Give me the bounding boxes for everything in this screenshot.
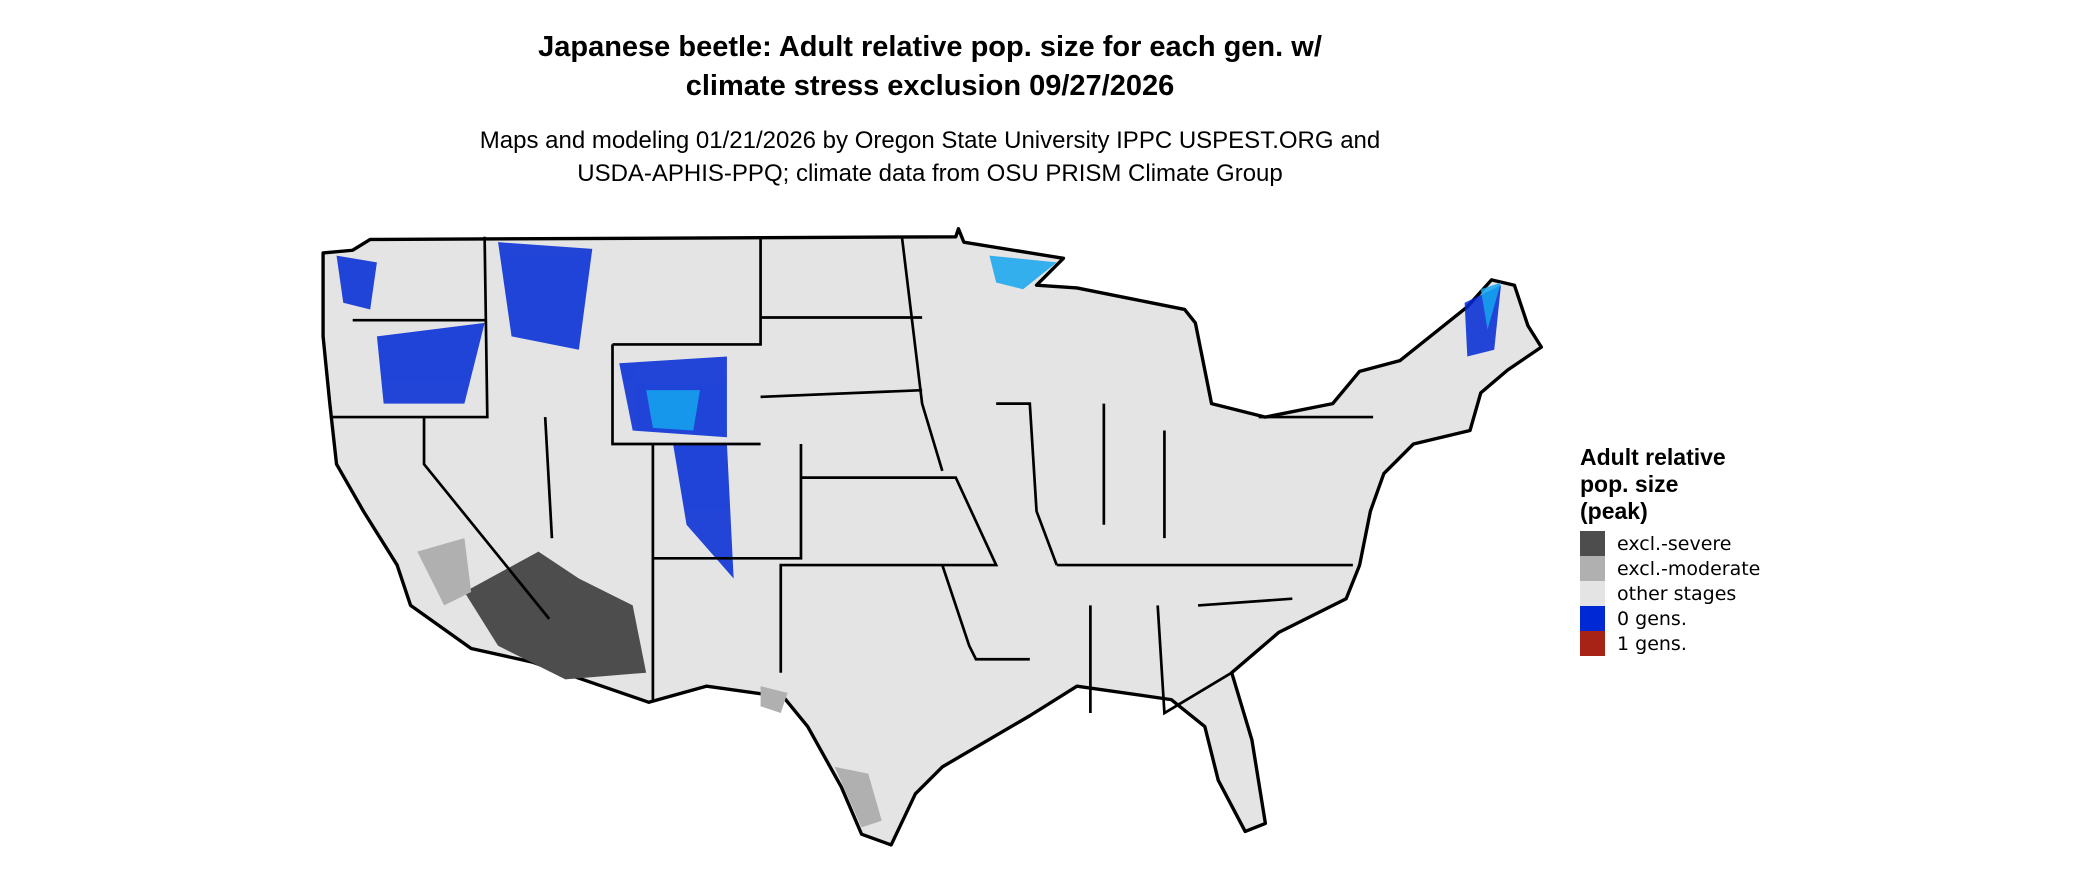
excl-moderate-area: [417, 538, 882, 828]
legend-label: other stages: [1617, 582, 1737, 605]
excl-severe-area: [464, 551, 647, 680]
legend-title: Adult relative pop. size (peak): [1580, 444, 1780, 525]
us-land: [321, 227, 1544, 847]
legend-label: excl.-moderate: [1617, 557, 1761, 580]
zero-gens-area: [336, 242, 1501, 579]
title-line-1: Japanese beetle: Adult relative pop. siz…: [538, 31, 1322, 63]
legend-title-line: (peak): [1580, 498, 1648, 524]
subtitle-line-2: USDA-APHIS-PPQ; climate data from OSU PR…: [577, 160, 1283, 187]
legend-swatch: [1580, 531, 1605, 556]
legend-label: 0 gens.: [1617, 607, 1687, 630]
title-line-2: climate stress exclusion 09/27/2026: [685, 70, 1175, 102]
legend-item-1-gens: 1 gens.: [1580, 631, 1780, 656]
legend-title-line: pop. size: [1580, 471, 1679, 497]
state-borders: [329, 236, 1374, 716]
legend-swatch: [1580, 581, 1605, 606]
light-blue-area: [646, 255, 1501, 431]
subtitle-line-1: Maps and modeling 01/21/2026 by Oregon S…: [479, 127, 1381, 154]
legend-item-other-stages: other stages: [1580, 581, 1780, 606]
legend-title-line: Adult relative: [1580, 444, 1726, 470]
map-subtitle: Maps and modeling 01/21/2026 by Oregon S…: [0, 124, 1860, 190]
legend-item-0-gens: 0 gens.: [1580, 606, 1780, 631]
legend-label: excl.-severe: [1617, 532, 1732, 555]
legend: Adult relative pop. size (peak) excl.-se…: [1580, 444, 1780, 656]
legend-item-excl-severe: excl.-severe: [1580, 531, 1780, 556]
legend-item-excl-moderate: excl.-moderate: [1580, 556, 1780, 581]
legend-swatch: [1580, 606, 1605, 631]
legend-swatch: [1580, 631, 1605, 656]
legend-label: 1 gens.: [1617, 632, 1687, 655]
legend-swatch: [1580, 556, 1605, 581]
map-title: Japanese beetle: Adult relative pop. siz…: [0, 28, 1860, 106]
